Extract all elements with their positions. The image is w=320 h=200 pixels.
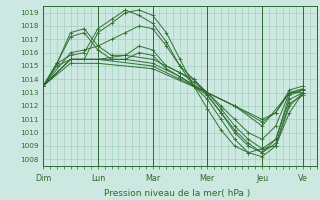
- Text: Pression niveau de la mer( hPa ): Pression niveau de la mer( hPa ): [104, 189, 251, 198]
